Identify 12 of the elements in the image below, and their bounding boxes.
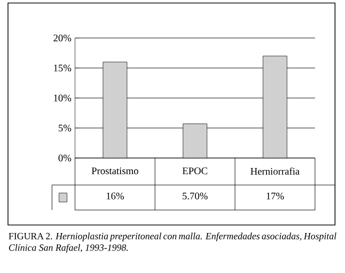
y-tick-label: 15% (54, 64, 72, 72)
x-tick-label: Herniorrafia (250, 168, 300, 175)
data-label: 16% (106, 192, 124, 200)
x-tick-label: Prostatismo (92, 168, 138, 174)
y-tick-label: 20% (54, 34, 72, 42)
data-label: 5.70% (182, 192, 208, 200)
y-tick-label: 5% (58, 124, 72, 132)
x-tick-label: EPOC (182, 168, 208, 174)
y-tick-label: 10% (54, 94, 72, 102)
text: FIGURA 2. Hernioplastia preperitoneal con malla. Enfermedades asociadas, Hospital Clínica San Rafael, 1993-1998. (8, 232, 336, 253)
data-label: 17% (266, 192, 284, 200)
y-tick-label: 0% (58, 154, 72, 162)
